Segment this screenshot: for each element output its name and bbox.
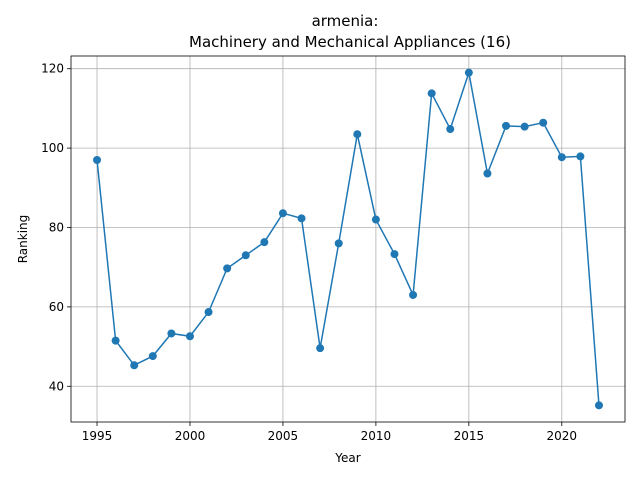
data-point (130, 361, 139, 370)
data-point (502, 121, 511, 130)
data-point (483, 169, 492, 178)
x-tick-label: 2010 (361, 429, 392, 443)
x-tick-label: 2020 (547, 429, 578, 443)
data-point (223, 264, 232, 273)
data-point (446, 125, 455, 134)
data-point (111, 336, 120, 345)
plot-frame (70, 55, 626, 423)
data-point (576, 152, 585, 161)
y-tick-label: 120 (41, 62, 64, 76)
grid (71, 56, 625, 422)
series-line (96, 72, 600, 406)
data-point (316, 344, 325, 353)
series (93, 68, 603, 410)
data-point (371, 215, 380, 224)
data-point (464, 68, 473, 77)
data-point (241, 251, 250, 260)
data-point (427, 89, 436, 98)
data-point (390, 250, 399, 259)
data-point (204, 308, 213, 317)
axis-ticks: 1995 2000 2005 2010 2015 2020 40 60 80 100 120 (41, 62, 577, 443)
y-tick-label: 60 (49, 300, 64, 314)
y-tick-label: 40 (49, 379, 64, 393)
data-point (278, 209, 287, 218)
x-tick-label: 2005 (268, 429, 299, 443)
x-tick-label: 2015 (454, 429, 485, 443)
data-point (185, 332, 194, 341)
data-point (557, 153, 566, 162)
data-point (334, 239, 343, 248)
y-axis-label: Ranking (16, 215, 30, 264)
chart-title-line1: armenia: (312, 12, 379, 30)
chart-title-line2: Machinery and Mechanical Appliances (16) (189, 33, 511, 51)
x-tick-label: 1995 (82, 429, 113, 443)
data-point (167, 329, 176, 338)
data-point (409, 290, 418, 299)
data-point (297, 214, 306, 223)
data-point (594, 401, 603, 410)
y-tick-label: 80 (49, 220, 64, 234)
y-tick-label: 100 (41, 141, 64, 155)
data-point (93, 156, 102, 165)
data-point (520, 122, 529, 131)
x-axis-label: Year (334, 451, 360, 465)
data-point (260, 238, 269, 247)
data-point (539, 118, 548, 127)
data-point (353, 130, 362, 139)
data-point (148, 352, 157, 361)
x-tick-label: 2000 (175, 429, 206, 443)
